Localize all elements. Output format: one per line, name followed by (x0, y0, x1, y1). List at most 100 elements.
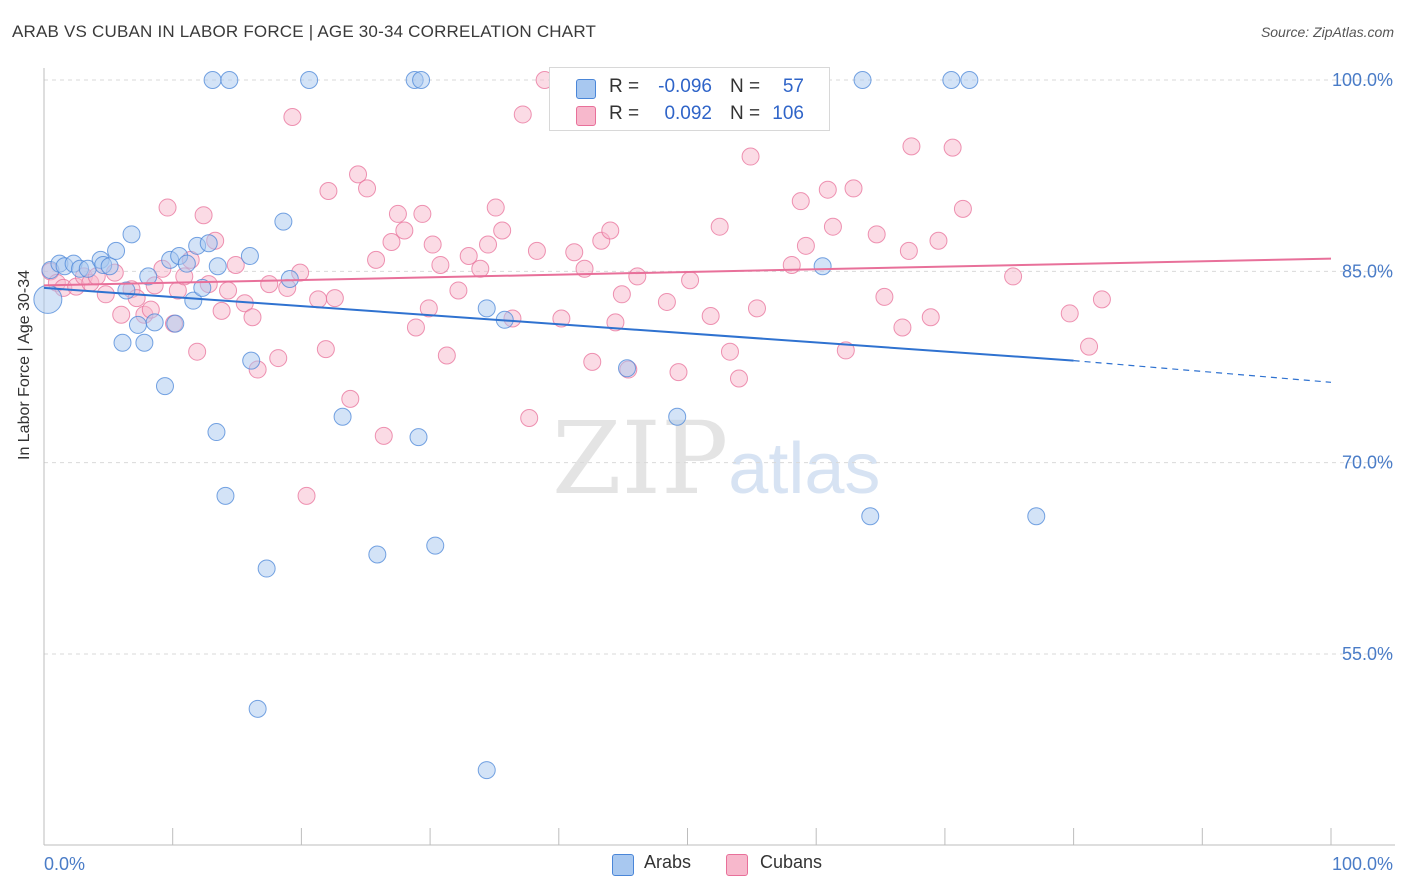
arab-point (248, 699, 267, 718)
cuban-point (413, 204, 432, 223)
arabs-trend-extension (1073, 360, 1332, 383)
arab-point (203, 71, 222, 89)
n-label: N = (730, 76, 761, 97)
cuban-point (791, 192, 810, 211)
x-tick-label: 0.0% (44, 854, 85, 874)
arab-point (274, 212, 293, 231)
source-label: Source: ZipAtlas.com (1260, 24, 1394, 40)
n-value: 57 (782, 76, 804, 97)
arab-point (139, 267, 158, 286)
arab-point (216, 486, 235, 505)
arab-point (426, 536, 445, 555)
arab-point (184, 291, 203, 310)
arab-point (155, 377, 174, 396)
cuban-point (471, 259, 490, 278)
cuban-point (269, 349, 288, 368)
cuban-point (513, 105, 532, 124)
y-tick-label: 55.0% (1342, 644, 1393, 664)
cuban-point (486, 198, 505, 217)
cuban-point (893, 318, 912, 337)
cuban-point (729, 369, 748, 388)
x-tick-label: 100.0% (1332, 854, 1393, 874)
cuban-point (583, 352, 602, 371)
arabs-trend-line (43, 286, 1074, 362)
arab-point (477, 299, 496, 318)
cuban-point (437, 346, 456, 365)
cubans-swatch (576, 106, 596, 126)
cuban-point (612, 285, 631, 304)
cuban-point (836, 341, 855, 360)
cuban-point (953, 199, 972, 218)
legend-row-arabs: R = -0.096 N = 57 (550, 74, 829, 100)
cuban-point (527, 241, 546, 260)
arab-point (813, 257, 832, 276)
cuban-point (902, 137, 921, 156)
y-axis-label: In Labor Force | Age 30-34 (16, 269, 33, 460)
watermark: ZIPatlas (552, 400, 880, 517)
arabs-legend-swatch (612, 854, 634, 876)
arab-point (199, 234, 218, 253)
cuban-point (297, 486, 316, 505)
cuban-point (431, 255, 450, 274)
arab-point (257, 559, 276, 578)
arab-point (333, 407, 352, 426)
cuban-point (601, 221, 620, 240)
cuban-point (382, 232, 401, 251)
n-value: 106 (772, 103, 804, 124)
cuban-point (309, 290, 328, 309)
cuban-point (341, 389, 360, 408)
cuban-point (867, 225, 886, 244)
arab-point (1027, 507, 1046, 526)
cuban-point (823, 217, 842, 236)
r-value: 0.092 (664, 103, 712, 124)
r-value: -0.096 (658, 76, 712, 97)
y-tick-label: 85.0% (1342, 261, 1393, 281)
cuban-point (212, 301, 231, 320)
arabs-swatch (576, 79, 596, 99)
cuban-point (565, 243, 584, 262)
cuban-point (459, 247, 478, 266)
cuban-point (741, 147, 760, 166)
cuban-point (112, 305, 131, 324)
chart-title: ARAB VS CUBAN IN LABOR FORCE | AGE 30-34… (12, 22, 597, 41)
cuban-point (388, 204, 407, 223)
cuban-point (395, 221, 414, 240)
legend-row-cubans: R = 0.092 N = 106 (550, 101, 829, 127)
arab-point (412, 71, 431, 89)
cuban-point (260, 275, 279, 294)
cuban-point (349, 165, 368, 184)
cuban-point (158, 198, 177, 217)
cuban-point (358, 179, 377, 198)
watermark-atlas: atlas (728, 429, 881, 509)
y-tick-label: 70.0% (1342, 453, 1393, 473)
correlation-legend: R = -0.096 N = 57 R = 0.092 N = 106 (549, 67, 830, 131)
arab-point (668, 407, 687, 426)
arab-point (368, 545, 387, 564)
arab-point (193, 278, 212, 297)
cuban-point (552, 309, 571, 328)
arab-point (477, 761, 496, 780)
cuban-point (710, 217, 729, 236)
arab-point (853, 71, 872, 89)
cuban-point (520, 409, 539, 428)
arab-point (145, 313, 164, 332)
arab-point (861, 507, 880, 526)
arab-point (300, 71, 319, 89)
arab-point (280, 269, 299, 288)
cubans-trend-line (43, 257, 1332, 287)
cuban-point (283, 107, 302, 126)
arab-point (207, 423, 226, 442)
cuban-point (657, 292, 676, 311)
cuban-point (243, 308, 262, 327)
cuban-point (818, 180, 837, 199)
cubans-legend-label: Cubans (760, 852, 823, 872)
arab-point (122, 225, 141, 244)
arab-point (100, 257, 119, 276)
cuban-point (1092, 290, 1111, 309)
cuban-point (219, 281, 238, 300)
cuban-point (844, 179, 863, 198)
cuban-point (628, 267, 647, 286)
cuban-point (423, 235, 442, 254)
arab-point (128, 315, 147, 334)
